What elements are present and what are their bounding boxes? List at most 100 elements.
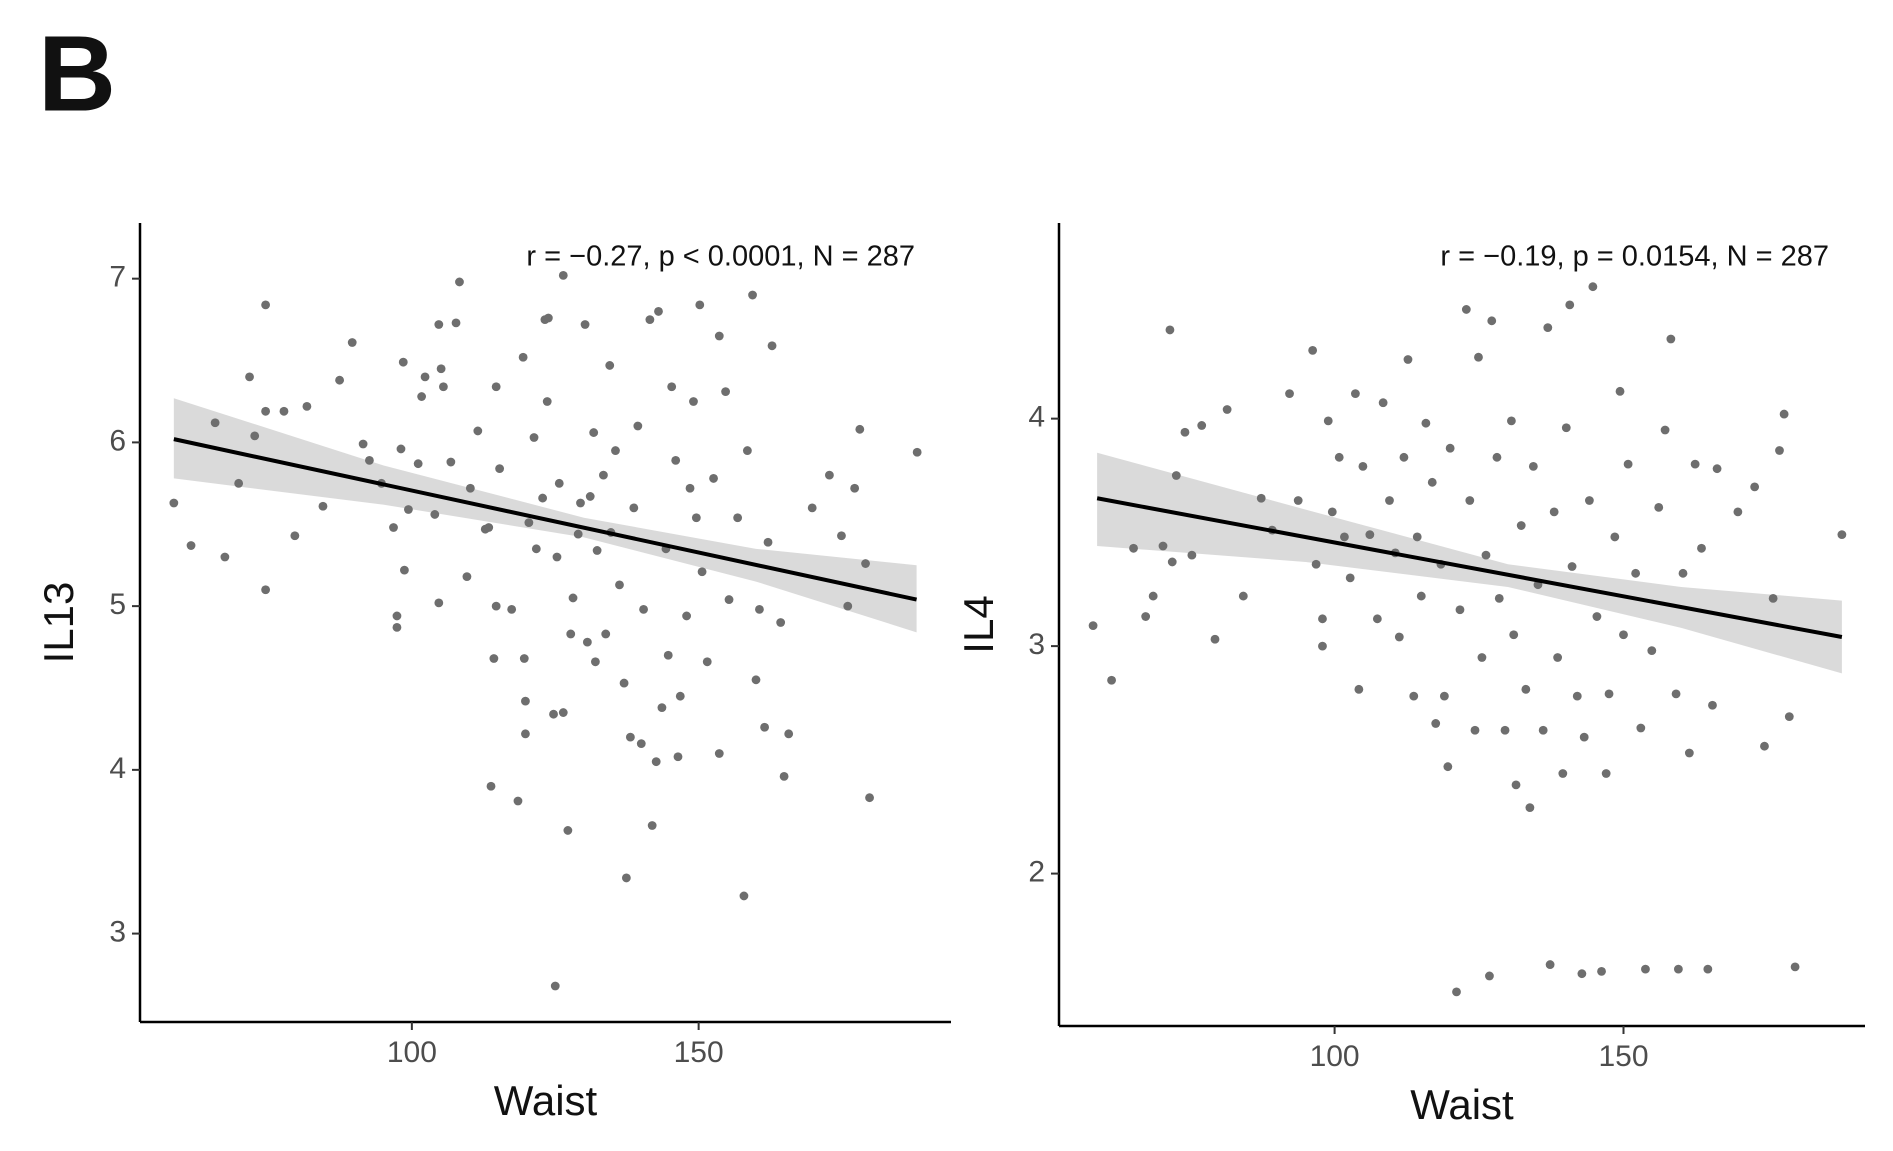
point (347, 338, 357, 347)
point (1579, 732, 1589, 742)
point (1129, 543, 1138, 553)
point (1538, 725, 1548, 735)
point (1623, 459, 1633, 469)
point (1308, 345, 1318, 355)
point (647, 821, 657, 830)
x-tick-label: 150 (1598, 1040, 1648, 1073)
point (1465, 496, 1475, 505)
x-tick-label: 100 (387, 1036, 437, 1069)
point (1601, 769, 1611, 778)
point (524, 518, 534, 528)
point (434, 598, 444, 608)
point (489, 654, 499, 663)
x-tick-label: 150 (674, 1036, 724, 1069)
point (639, 605, 648, 614)
point (776, 618, 786, 627)
point (1485, 971, 1494, 981)
point (1561, 423, 1571, 433)
point (1673, 964, 1683, 974)
point (667, 382, 677, 392)
point (1697, 543, 1706, 553)
point (1452, 987, 1461, 997)
point (1394, 632, 1404, 642)
point (495, 464, 505, 473)
point (1421, 418, 1431, 428)
point (302, 401, 312, 411)
point (1311, 559, 1321, 569)
point (724, 595, 734, 604)
point (250, 431, 260, 441)
point (486, 781, 496, 791)
point (1647, 646, 1657, 656)
annotation: r = −0.19, p = 0.0154, N = 287 (1440, 241, 1829, 273)
point (1351, 389, 1360, 399)
point (1141, 612, 1151, 621)
point (760, 722, 769, 732)
point (389, 523, 398, 532)
point (865, 793, 874, 803)
point (1210, 634, 1220, 644)
point (1654, 502, 1664, 512)
point (392, 623, 402, 632)
point (519, 654, 529, 663)
point (1500, 725, 1510, 735)
point (1461, 305, 1471, 314)
point (1585, 496, 1594, 505)
point (1171, 471, 1181, 480)
point (850, 483, 860, 493)
point (518, 352, 528, 362)
x-tick-label: 100 (1310, 1040, 1360, 1073)
point (169, 498, 179, 508)
point (1565, 300, 1575, 310)
point (611, 446, 620, 455)
point (1334, 452, 1344, 462)
point (513, 796, 523, 806)
point (807, 503, 817, 513)
point (521, 729, 530, 739)
point (861, 559, 870, 568)
point (1481, 550, 1491, 560)
point (1516, 521, 1526, 530)
point (573, 529, 583, 539)
point (585, 492, 595, 501)
point (651, 757, 661, 767)
point (558, 708, 568, 717)
point (542, 397, 552, 406)
point (1712, 464, 1722, 474)
point (1197, 421, 1207, 430)
point (1492, 452, 1502, 462)
point (1837, 530, 1847, 540)
point (763, 537, 773, 547)
point (1318, 614, 1327, 624)
point (657, 703, 667, 713)
point (1187, 550, 1197, 560)
point (261, 406, 271, 416)
point (615, 580, 624, 590)
point (599, 470, 608, 480)
y-tick-label: 6 (109, 424, 126, 457)
point (748, 290, 757, 300)
point (1567, 562, 1577, 571)
point (1521, 684, 1531, 694)
point (714, 331, 724, 341)
point (529, 433, 539, 442)
point (1671, 689, 1681, 699)
point (1158, 541, 1168, 551)
point (1477, 653, 1487, 662)
point (566, 629, 576, 639)
point (1238, 591, 1248, 601)
point (1528, 462, 1538, 471)
y-axis-title: IL4 (955, 595, 1002, 653)
point (420, 372, 430, 382)
point (439, 382, 448, 392)
point (491, 382, 501, 392)
point (1323, 416, 1333, 426)
point (1180, 427, 1190, 437)
point (1470, 725, 1480, 735)
point (1760, 741, 1769, 751)
point (1354, 684, 1364, 694)
point (1779, 409, 1789, 419)
point (1358, 462, 1368, 471)
point (220, 552, 230, 562)
y-tick-label: 3 (109, 916, 126, 949)
